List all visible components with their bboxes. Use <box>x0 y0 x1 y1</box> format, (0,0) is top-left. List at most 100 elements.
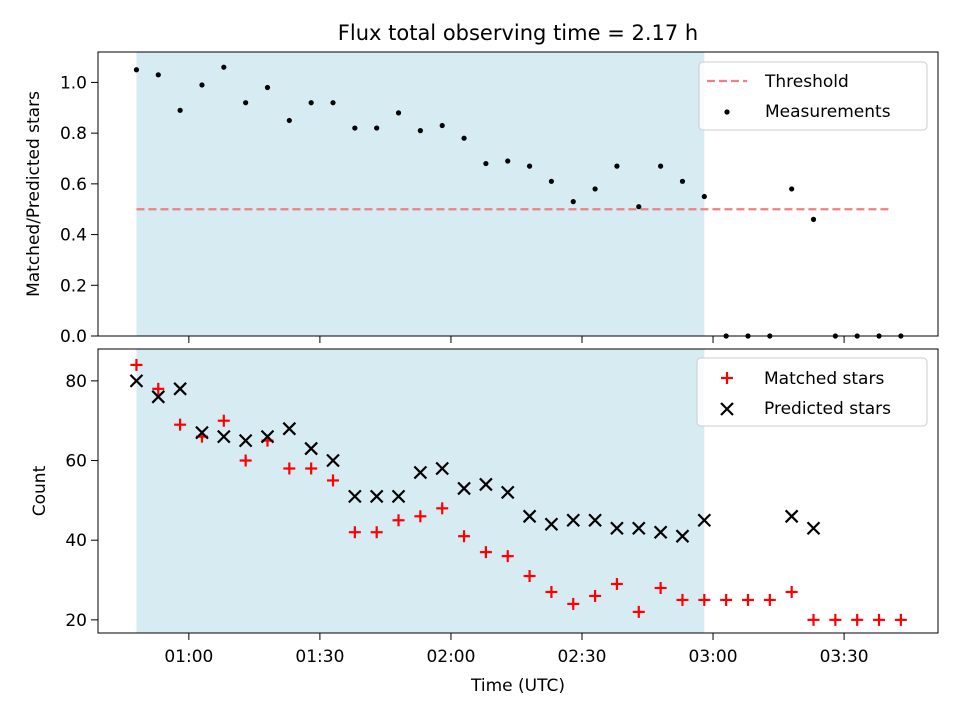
predicted-star-point <box>566 513 581 528</box>
predicted-star-point <box>784 509 799 524</box>
predicted-star-point <box>457 481 471 496</box>
measurement-point <box>461 135 467 141</box>
threshold-legend-label: Threshold <box>764 72 849 92</box>
measurement-point <box>221 64 227 70</box>
top-ytick-label: 0.6 <box>60 175 87 195</box>
top-ytick-label: 0.4 <box>60 226 87 246</box>
top-observing-span <box>136 52 705 336</box>
matched-star-point <box>283 462 296 475</box>
top-x-ticks <box>188 336 845 343</box>
measurement-point <box>570 199 576 205</box>
matched-star-point <box>436 502 449 515</box>
measurement-point <box>286 117 292 124</box>
matched-star-point <box>873 613 886 626</box>
measurement-point <box>243 100 249 106</box>
matched-star-point <box>523 570 536 583</box>
measurement-point <box>417 128 423 134</box>
predicted-star-point <box>413 465 428 480</box>
predicted-star-point <box>195 425 209 440</box>
matched-star-point <box>370 526 383 539</box>
matched-star-point <box>741 593 754 606</box>
predicted-star-point <box>632 521 646 536</box>
matched-star-point <box>305 462 318 475</box>
measurement-point <box>133 67 140 73</box>
bottom-observing-span <box>136 349 705 633</box>
measurement-point <box>264 84 271 91</box>
measurement-point <box>789 186 795 192</box>
xtick-label: 03:30 <box>820 647 869 667</box>
predicted-star-point <box>806 521 821 536</box>
matched-star-point <box>632 605 645 618</box>
predicted-star-point <box>348 489 362 504</box>
predicted-legend-swatch <box>720 402 734 416</box>
xtick-label: 02:00 <box>426 647 475 667</box>
predicted-star-point <box>675 529 690 543</box>
bottom-marks <box>129 358 907 626</box>
measurement-point <box>526 163 533 169</box>
measurement-point <box>505 158 511 164</box>
measurement-point <box>592 186 598 192</box>
matched-star-point <box>174 418 187 431</box>
measurement-point <box>374 125 380 131</box>
matched-star-point <box>567 597 580 610</box>
predicted-star-point <box>238 433 253 448</box>
predicted-star-point <box>500 485 515 500</box>
xtick-label: 01:30 <box>295 647 344 667</box>
matched-star-point <box>851 613 864 626</box>
matched-star-point <box>348 526 361 539</box>
predicted-star-point <box>522 509 537 524</box>
matched-star-point <box>392 514 405 527</box>
measurement-point <box>155 72 161 78</box>
predicted-star-point <box>217 429 231 444</box>
matched-star-point <box>785 585 798 598</box>
matched-star-point <box>327 474 340 487</box>
predicted-star-point <box>369 489 384 504</box>
matched-legend-label: Matched stars <box>764 369 884 389</box>
matched-star-point <box>217 414 230 427</box>
measurement-point <box>614 163 620 169</box>
measurement-point <box>679 178 686 184</box>
measurements-legend-swatch <box>724 109 730 115</box>
predicted-legend-label: Predicted stars <box>764 399 891 419</box>
top-y-ticks: 0.0 0.2 0.4 0.6 0.8 1.0 <box>60 73 98 347</box>
matched-star-point <box>763 593 776 606</box>
top-legend: Threshold Measurements <box>698 61 928 131</box>
x-axis-label: Time (UTC) <box>470 676 565 696</box>
predicted-star-point <box>260 429 275 444</box>
predicted-star-point <box>326 453 340 468</box>
matched-star-point <box>720 593 733 606</box>
measurement-point <box>439 122 445 129</box>
matched-star-point <box>545 585 558 598</box>
measurement-point <box>330 100 336 106</box>
matched-star-point <box>654 581 667 594</box>
bottom-legend: Matched stars Predicted stars <box>696 357 928 427</box>
predicted-star-point <box>588 513 602 528</box>
bottom-ytick-label: 60 <box>65 452 87 472</box>
xtick-label: 02:30 <box>557 647 606 667</box>
bottom-y-ticks: 20 40 60 80 <box>65 372 98 631</box>
matched-star-point <box>829 613 842 626</box>
matched-star-point <box>458 530 471 543</box>
matched-legend-swatch <box>721 372 733 384</box>
matched-star-point <box>894 613 907 626</box>
chart-title: Flux total observing time = 2.17 h <box>338 21 698 45</box>
predicted-star-point <box>282 421 297 436</box>
bottom-ytick-label: 40 <box>65 531 87 551</box>
measurement-point <box>483 160 489 167</box>
matched-star-point <box>414 510 427 523</box>
xtick-label: 03:00 <box>689 647 738 667</box>
matched-star-point <box>479 546 492 559</box>
bottom-legend-box <box>696 357 928 427</box>
bottom-y-axis-label: Count <box>30 465 50 516</box>
predicted-star-point <box>479 477 493 492</box>
predicted-star-point <box>653 525 668 540</box>
matched-star-point <box>239 454 252 467</box>
predicted-star-point <box>151 390 166 404</box>
predicted-star-point <box>697 513 712 528</box>
measurement-point <box>199 82 205 88</box>
matched-star-point <box>807 613 820 626</box>
top-ytick-label: 0.8 <box>60 124 87 144</box>
